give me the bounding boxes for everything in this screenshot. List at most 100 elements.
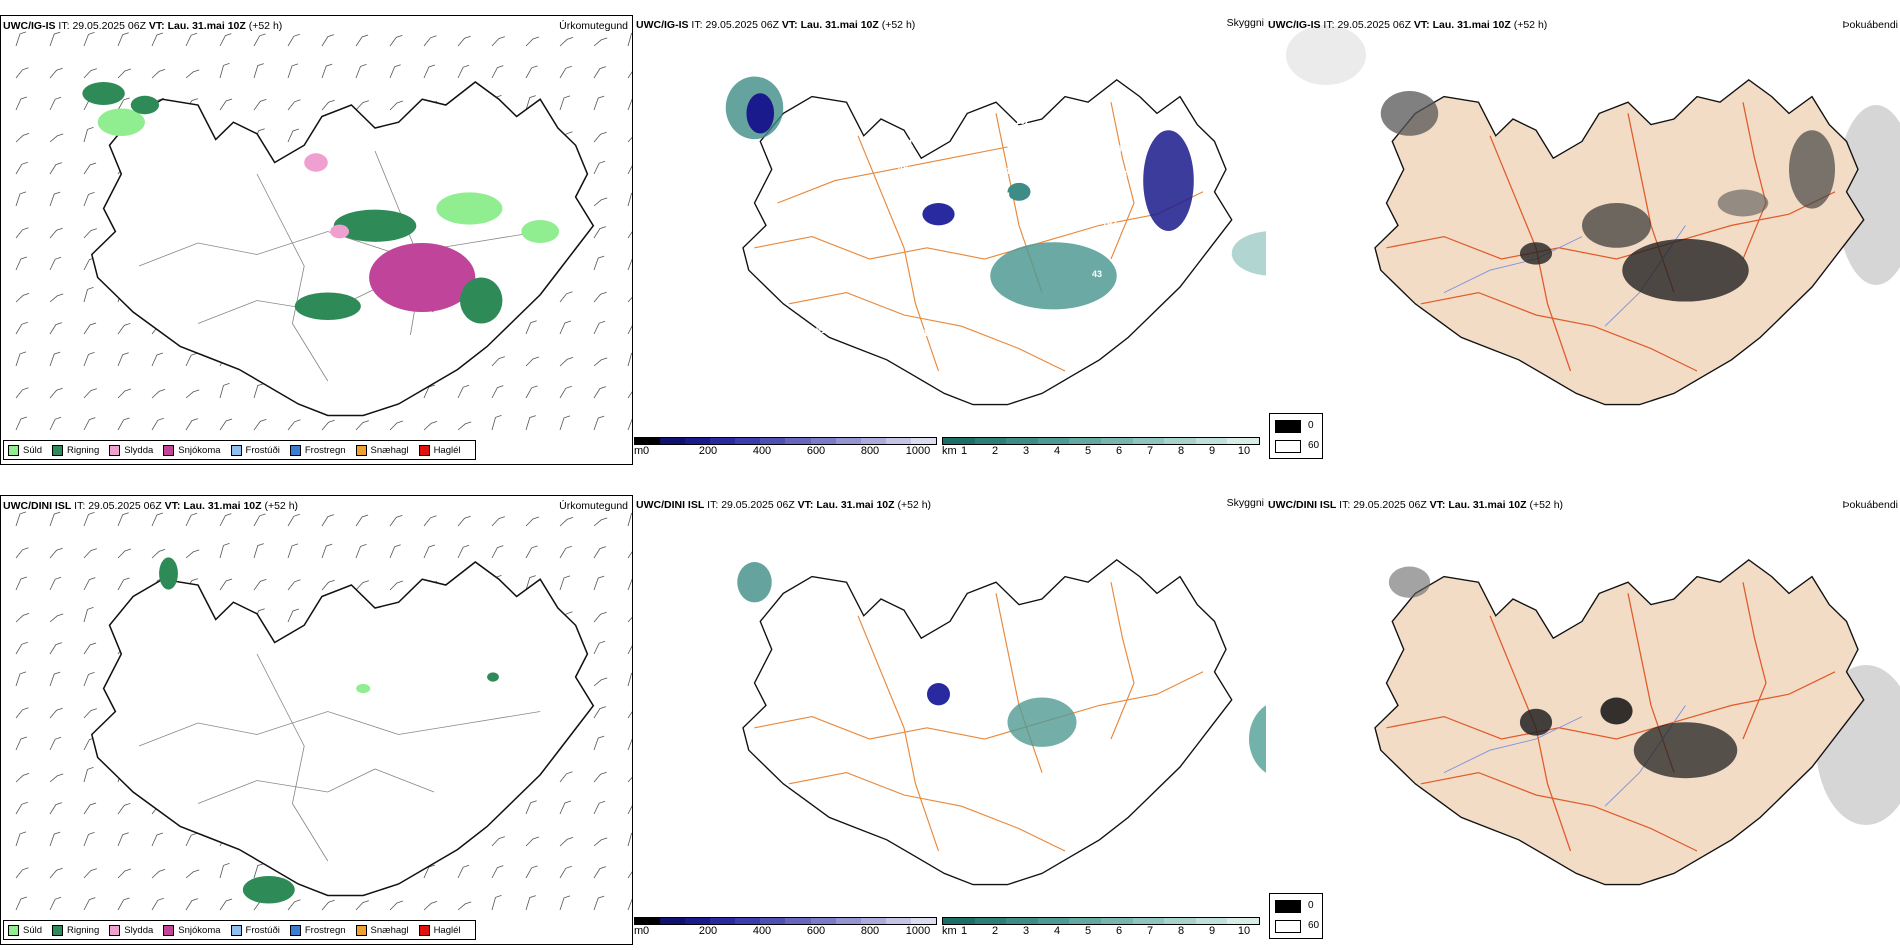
ceiling-label: 153	[704, 537, 719, 547]
wind-barb	[491, 415, 502, 431]
wind-barb	[117, 323, 131, 335]
wind-barb	[593, 226, 607, 239]
colorbar-step	[860, 438, 886, 444]
wind-barb	[151, 897, 164, 911]
wind-barb	[185, 389, 200, 399]
wind-barb	[49, 511, 61, 527]
wind-barb	[15, 896, 28, 911]
ceiling-label: 70	[811, 60, 821, 70]
legend-item-haglel: Haglél	[418, 444, 461, 456]
wind-barb	[83, 162, 97, 175]
wind-barb	[491, 895, 502, 911]
wind-barb	[593, 386, 607, 399]
wind-barb	[253, 419, 267, 431]
wind-barb	[15, 227, 29, 239]
wind-barb	[593, 546, 607, 559]
ceiling-label: 171	[714, 297, 729, 307]
wind-barb	[593, 37, 608, 47]
wind-barb	[593, 611, 607, 623]
wind-barb	[593, 131, 607, 143]
panel-title: UWC/IG-IS IT: 29.05.2025 06Z VT: Lau. 31…	[3, 20, 283, 32]
visibility-panel-top: UWC/IG-IS IT: 29.05.2025 06Z VT: Lau. 31…	[634, 15, 1266, 465]
wind-barb	[287, 128, 300, 143]
wind-barb	[593, 95, 605, 111]
wind-barb	[627, 231, 632, 239]
legend-item-snjokoma: Snjókoma	[163, 444, 221, 456]
wind-barb	[185, 512, 198, 527]
wind-barb	[593, 640, 606, 655]
wind-barb	[525, 65, 538, 79]
panel-name: Þokuábendi	[1842, 19, 1898, 31]
wind-barb	[559, 95, 571, 111]
wind-barb	[525, 836, 540, 847]
ceiling-label: 108	[1020, 91, 1035, 101]
wind-barb	[457, 864, 470, 879]
visibility-panel-bottom: UWC/DINI ISL IT: 29.05.2025 06Z VT: Lau.…	[634, 495, 1266, 945]
wind-barb	[49, 416, 62, 431]
wind-barb	[627, 352, 632, 367]
colorbar-step	[760, 438, 786, 444]
wind-barb	[593, 320, 606, 335]
wind-barb	[15, 867, 29, 879]
wind-barb	[151, 512, 164, 527]
wind-barb	[117, 68, 132, 79]
wind-barb	[49, 322, 63, 335]
wind-barb	[355, 580, 369, 591]
colorbar-step	[1006, 438, 1038, 444]
wind-barb	[219, 418, 233, 431]
wind-barb	[593, 866, 607, 879]
wind-barb	[117, 548, 132, 559]
wind-barb	[491, 865, 504, 879]
wind-barb	[219, 33, 232, 47]
fog-areas	[1388, 566, 1738, 779]
ceiling-label: 101	[724, 247, 739, 257]
fog-panel-bottom: UWC/DINI ISL IT: 29.05.2025 06Z VT: Lau.…	[1266, 495, 1900, 945]
wind-barb	[593, 357, 608, 367]
wind-barb	[525, 320, 537, 335]
legend-item-slydda: Slydda	[109, 444, 153, 456]
wind-barb	[185, 352, 198, 367]
wind-barb	[253, 579, 267, 591]
wind-barb	[491, 65, 504, 79]
wind-barb	[49, 67, 63, 79]
wind-barb	[15, 256, 28, 271]
ceiling-label: 240	[801, 590, 816, 600]
colorbar-step	[660, 438, 686, 444]
wind-barb	[49, 613, 64, 623]
wind-barb	[83, 577, 96, 591]
wind-barb	[559, 65, 572, 79]
wind-barb	[559, 37, 574, 47]
colorbar-step	[1132, 918, 1165, 924]
wind-barb	[287, 608, 300, 623]
wind-barb	[627, 617, 632, 623]
wind-barb	[83, 548, 97, 559]
wind-barb	[117, 832, 129, 847]
wind-barb	[355, 34, 369, 47]
colorbar-step	[710, 438, 736, 444]
ceiling-label: 24	[1000, 191, 1010, 201]
wind-barb	[627, 871, 632, 879]
wind-barb	[593, 415, 605, 431]
wind-barb	[151, 832, 164, 847]
wind-barb	[49, 831, 61, 847]
colorbar-step	[835, 918, 861, 924]
wind-barb	[219, 898, 233, 911]
ceiling-label: 132	[1015, 116, 1030, 126]
colorbar-step	[974, 918, 1007, 924]
wind-barb	[627, 325, 632, 335]
wind-barb	[83, 228, 97, 239]
wind-barb	[15, 613, 30, 623]
wind-barb	[287, 579, 301, 591]
wind-barb	[49, 736, 62, 751]
wind-barb	[117, 417, 130, 431]
colorbar-step	[974, 438, 1007, 444]
colorbar-step	[660, 918, 686, 924]
legend-item-snjokoma: Snjókoma	[163, 924, 221, 936]
fog-map	[1286, 25, 1900, 406]
wind-barb	[627, 192, 632, 207]
wind-barb	[49, 31, 61, 47]
wind-barb	[219, 543, 230, 559]
wind-barb	[491, 356, 505, 367]
wind-barb	[117, 388, 132, 399]
wind-barb	[49, 896, 62, 911]
